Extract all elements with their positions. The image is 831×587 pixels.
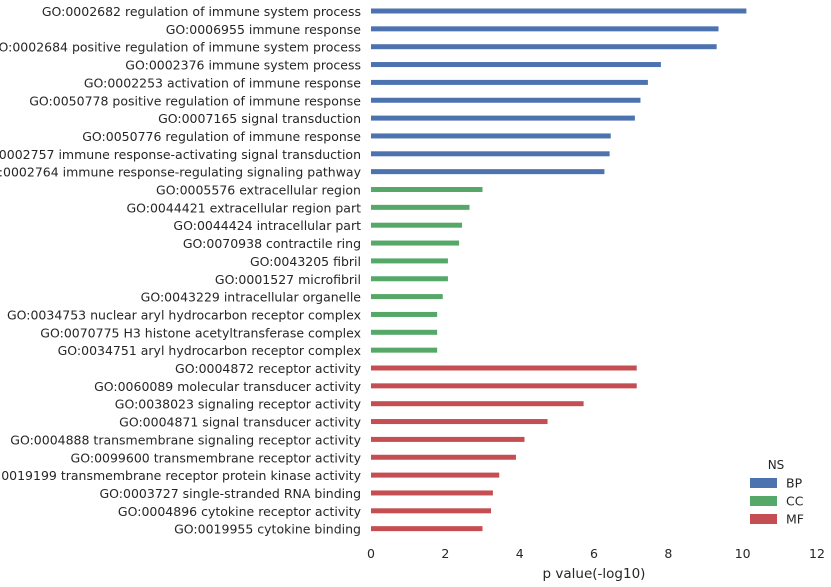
x-tick-label: 6 [590,546,598,561]
x-tick-label: 2 [441,546,449,561]
bar-mf [371,436,525,442]
category-label: GO:0070775 H3 histone acetyltransferase … [40,325,361,340]
x-axis-label: p value(-log10) [543,566,646,582]
category-labels: GO:0002682 regulation of immune system p… [0,4,362,537]
bar-bp [371,169,605,175]
bar-bp [371,62,661,68]
category-label: GO:0005576 extracellular region [156,183,361,198]
legend-swatch-cc [750,496,777,506]
bar-mf [371,401,584,407]
bar-cc [371,311,438,317]
legend-label-mf: MF [786,512,804,527]
category-label: GO:0060089 molecular transducer activity [94,379,362,394]
legend-swatch-mf [750,514,777,524]
category-label: GO:0003727 single-stranded RNA binding [100,486,362,501]
category-label: GO:0050778 positive regulation of immune… [29,93,361,108]
category-label: GO:0006955 immune response [166,22,362,37]
bar-cc [371,222,463,228]
category-label: GO:0002253 activation of immune response [84,75,361,90]
bar-bp [371,115,635,121]
category-label: GO:0070938 contractile ring [183,236,361,251]
bar-mf [371,383,637,389]
bar-mf [371,508,492,514]
bar-cc [371,329,438,335]
bar-mf [371,490,493,496]
category-label: GO:0044421 extracellular region part [126,200,361,215]
x-tick-label: 4 [516,546,524,561]
bar-bp [371,151,610,157]
bar-cc [371,187,483,192]
category-label: GO:0002376 immune system process [125,58,361,73]
bar-cc [371,258,448,264]
category-label: GO:0002682 regulation of immune system p… [42,4,361,19]
category-label: GO:0004872 receptor activity [175,361,362,376]
bar-mf [371,526,483,532]
x-tick-label: 0 [367,546,375,561]
category-label: GO:0002757 immune response-activating si… [0,147,361,162]
category-label: GO:0034751 aryl hydrocarbon receptor com… [58,343,361,358]
category-label: GO:0044424 intracellular part [173,218,361,233]
legend: NS BP CC MF [750,458,804,527]
bar-bp [371,79,648,85]
category-label: GO:0099600 transmembrane receptor activi… [71,450,362,465]
bar-mf [371,454,516,460]
x-tick-label: 8 [664,546,672,561]
category-label: GO:0050776 regulation of immune response [82,129,361,144]
legend-label-bp: BP [786,476,803,491]
category-label: GO:0002684 positive regulation of immune… [0,40,361,55]
legend-entries: BP CC MF [750,476,804,527]
bar-cc [371,240,460,246]
bar-cc [371,347,438,353]
x-axis-ticks: 0 2 4 6 8 10 12 [367,546,825,561]
category-label: GO:0043229 intracellular organelle [141,290,362,305]
category-label: GO:0004888 transmembrane signaling recep… [10,432,361,447]
bar-mf [371,365,637,371]
legend-label-cc: CC [786,494,804,509]
x-tick-label: 10 [735,546,751,561]
bar-cc [371,276,448,282]
category-label: GO:0034753 nuclear aryl hydrocarbon rece… [7,307,361,322]
category-label: GO:0002764 immune response-regulating si… [0,165,362,180]
category-label: GO:0043205 fibril [250,254,361,269]
bar-mf [371,419,548,425]
bar-bp [371,44,717,50]
legend-swatch-bp [750,478,777,488]
bar-mf [371,472,500,478]
category-label: GO:0019955 cytokine binding [174,522,361,537]
category-label: GO:0001527 microfibril [215,272,361,287]
category-label: GO:0038023 signaling receptor activity [115,397,362,412]
category-label: GO:0004896 cytokine receptor activity [118,504,362,519]
x-tick-label: 12 [809,546,825,561]
bar-bp [371,97,641,103]
category-label: GO:0007165 signal transduction [158,111,361,126]
bar-bp [371,133,611,139]
category-label: GO:0004871 signal transducer activity [119,415,361,430]
bar-cc [371,294,443,300]
legend-title: NS [768,458,785,472]
bar-bp [371,26,719,32]
bar-bp [371,8,747,14]
bars-layer [371,8,747,532]
category-label: GO:0019199 transmembrane receptor protei… [0,468,362,483]
bar-cc [371,204,470,210]
